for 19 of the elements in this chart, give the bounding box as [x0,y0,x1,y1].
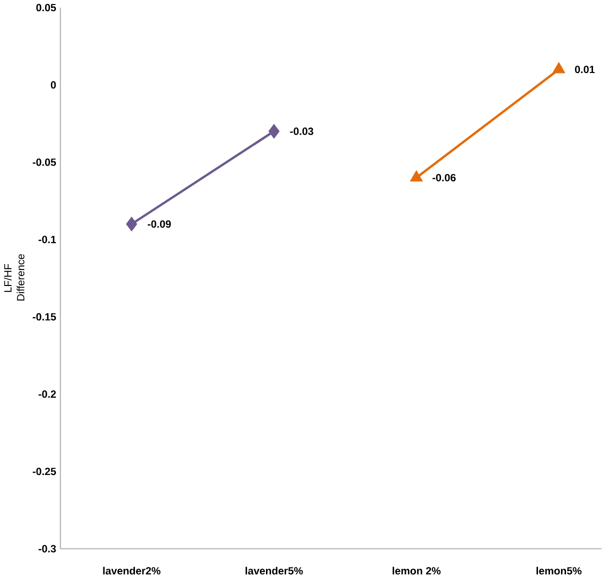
data-label: -0.09 [148,220,171,228]
y-tick-label: -0.25 [32,468,56,475]
y-axis-title: LF/HF Difference [4,254,24,300]
point [126,216,138,232]
y-tick-label: -0.3 [38,544,56,552]
x-tick-label: lavender2% [103,566,160,574]
data-label: -0.03 [290,127,314,135]
y-tick-label: 0.05 [36,4,56,12]
y-tick-label: -0.15 [32,312,56,320]
y-tick-label: 0 [50,80,56,88]
x-tick-label: lemon5% [536,566,582,574]
data-label: -0.06 [432,174,456,182]
y-tick-label: -0.05 [32,158,56,166]
x-tick-label: lemon 2% [392,566,441,574]
y-tick-label: -0.2 [38,390,56,398]
y-tick-label: -0.1 [38,236,56,244]
x-tick-label: lavender5% [246,566,303,574]
data-label: 0.01 [574,66,595,73]
point [268,124,280,138]
